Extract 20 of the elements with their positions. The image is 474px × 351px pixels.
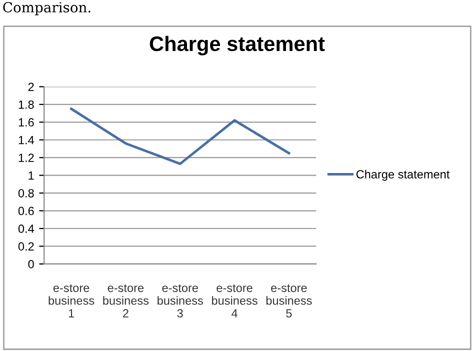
y-tick-label: 2	[28, 82, 34, 91]
text: Comparison.	[3, 2, 90, 16]
y-tick-label: 1.6	[18, 118, 34, 127]
x-tick-label: e-store business 4	[212, 284, 258, 318]
y-tick-label: 0.6	[18, 206, 34, 216]
y-tick-label: 1	[28, 171, 34, 180]
y-tick-label: 1.2	[18, 154, 34, 162]
y-tick-label: 0.8	[18, 189, 34, 198]
y-tick-label: 1.8	[18, 100, 34, 109]
x-tick-label: e-store business 3	[158, 284, 203, 318]
x-tick-label: e-store business 1	[48, 284, 94, 318]
chart-title: Charge statement	[150, 36, 325, 56]
y-tick-label: 0	[28, 260, 34, 268]
x-tick-label: e-store business 5	[266, 284, 312, 318]
y-tick-label: 0.2	[18, 242, 34, 251]
y-tick-label: 1.4	[18, 136, 34, 144]
y-tick-label: 0.4	[18, 224, 34, 233]
x-tick-label: e-store business 2	[103, 284, 149, 318]
line-series	[70, 108, 290, 166]
legend-label: Charge statement	[356, 170, 450, 181]
